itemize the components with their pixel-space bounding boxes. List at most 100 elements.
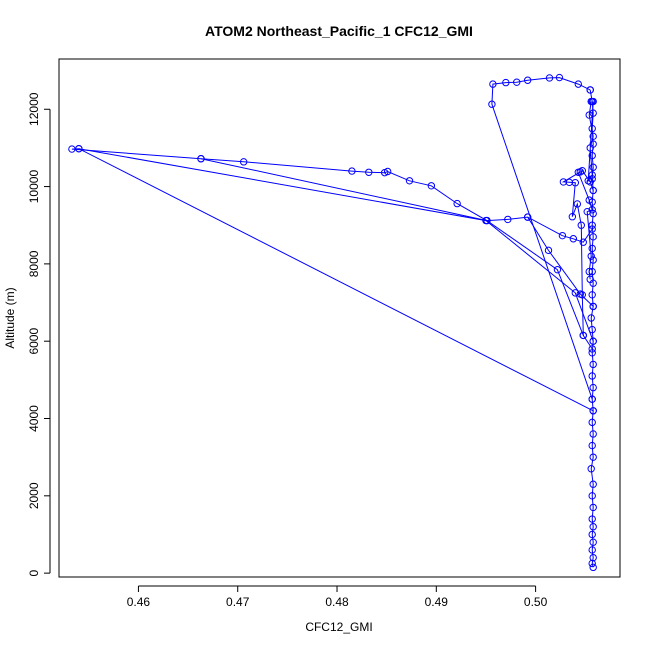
- series-line: [200, 158, 593, 350]
- data-point: [588, 372, 596, 380]
- data-point: [586, 86, 594, 94]
- data-point: [586, 178, 594, 186]
- series-line: [589, 89, 594, 568]
- data-point: [589, 563, 597, 572]
- x-axis: 0.46 0.47 0.48 0.49 0.50: [127, 585, 548, 609]
- data-point: [558, 231, 567, 240]
- data-point: [502, 78, 510, 87]
- x-tick-label: 0.49: [425, 595, 449, 609]
- data-point: [544, 246, 553, 255]
- data-point: [589, 383, 597, 392]
- data-point: [589, 337, 597, 345]
- data-point: [574, 168, 582, 176]
- data-point: [588, 325, 596, 334]
- data-point: [589, 523, 597, 531]
- x-axis-label: CFC12_GMI: [305, 620, 372, 634]
- data-point: [513, 78, 521, 86]
- data-point: [586, 275, 594, 284]
- data-point: [584, 177, 592, 185]
- data-point: [405, 177, 414, 185]
- data-point: [571, 289, 580, 297]
- data-point: [588, 225, 596, 233]
- data-point: [588, 530, 596, 539]
- plot-frame: [58, 58, 621, 578]
- data-point: [555, 73, 564, 82]
- data-point: [348, 167, 356, 175]
- data-point: [568, 213, 577, 221]
- data-point: [589, 186, 597, 195]
- y-tick-label: 4000: [27, 405, 41, 432]
- data-point: [589, 407, 597, 415]
- data-point: [588, 244, 596, 253]
- y-tick-label: 10000: [27, 170, 41, 204]
- data-point: [589, 453, 597, 461]
- data-point: [588, 395, 596, 403]
- data-point: [589, 163, 597, 171]
- data-point: [577, 221, 585, 229]
- data-point: [489, 80, 497, 88]
- data-point: [588, 291, 596, 299]
- y-tick-label: 0: [27, 569, 41, 576]
- x-tick-label: 0.47: [226, 595, 250, 609]
- data-point: [383, 167, 392, 176]
- data-point: [483, 216, 491, 225]
- data-point: [239, 158, 248, 166]
- data-point: [589, 430, 597, 438]
- data-point: [589, 233, 597, 241]
- data-point: [523, 76, 532, 84]
- series-line: [78, 148, 594, 342]
- data-point: [588, 515, 596, 523]
- x-tick-label: 0.50: [524, 595, 548, 609]
- data-point: [578, 167, 586, 175]
- data-point: [587, 252, 595, 260]
- data-point: [588, 546, 596, 554]
- data-point: [588, 418, 596, 427]
- data-point: [588, 151, 596, 160]
- data-point: [588, 221, 596, 229]
- data-point: [504, 215, 512, 224]
- data-point: [585, 267, 593, 276]
- data-point: [589, 97, 597, 106]
- series-line: [491, 77, 593, 400]
- data-point: [453, 199, 461, 208]
- y-tick-label: 8000: [27, 250, 41, 277]
- data-point: [574, 80, 582, 88]
- data-point: [588, 345, 596, 353]
- data-point: [585, 111, 593, 119]
- data-point: [553, 265, 562, 274]
- data-point: [587, 97, 595, 106]
- data-point: [573, 200, 582, 208]
- data-point: [586, 144, 594, 152]
- data-point: [585, 196, 593, 204]
- series-line: [527, 216, 594, 307]
- data-point: [75, 144, 83, 153]
- data-point: [578, 291, 586, 299]
- data-point: [589, 109, 597, 117]
- y-tick-label: 6000: [27, 328, 41, 355]
- data-point: [589, 302, 597, 311]
- data-point: [587, 465, 595, 473]
- y-tick-label: 12000: [27, 92, 41, 126]
- data-point: [589, 503, 597, 512]
- data-point: [588, 267, 596, 276]
- data-point: [427, 182, 436, 190]
- data-point: [68, 145, 76, 153]
- chart-title: ATOM2 Northeast_Pacific_1 CFC12_GMI: [205, 23, 473, 39]
- y-tick-label: 2000: [27, 482, 41, 509]
- data-point: [559, 178, 568, 186]
- data-point: [587, 314, 595, 322]
- data-point: [589, 480, 597, 488]
- data-point: [588, 206, 596, 214]
- data-point: [488, 100, 496, 108]
- data-point: [583, 207, 591, 216]
- data-point: [589, 538, 597, 546]
- data-point: [523, 213, 532, 221]
- data-point: [588, 124, 596, 133]
- data-point: [588, 349, 596, 357]
- data-point: [579, 331, 587, 340]
- data-point: [589, 132, 597, 141]
- data-point: [545, 74, 554, 82]
- x-tick-label: 0.46: [127, 595, 151, 609]
- data-point: [589, 256, 597, 264]
